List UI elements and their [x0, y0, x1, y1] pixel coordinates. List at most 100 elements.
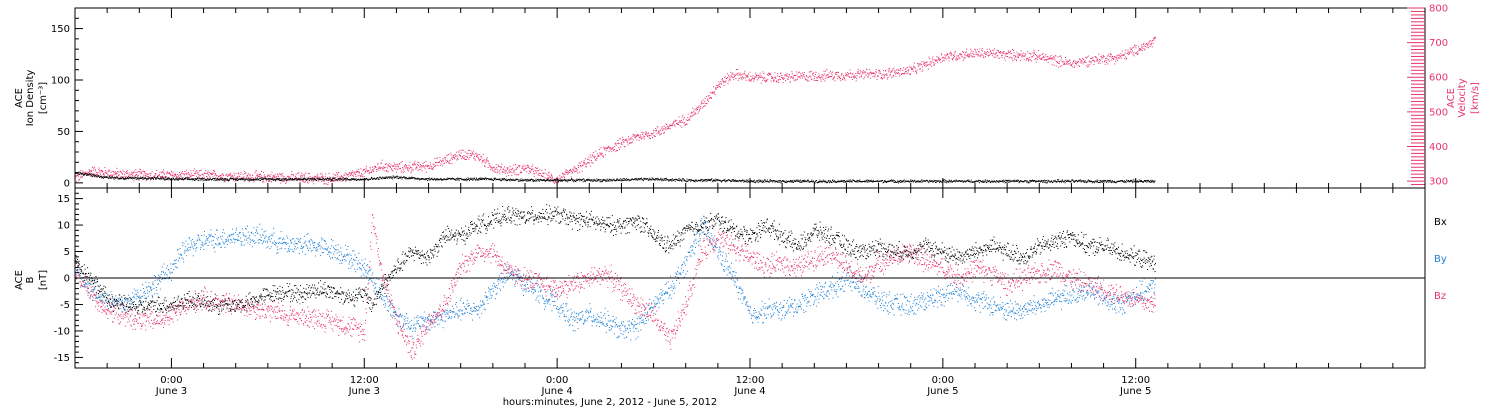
velocity-point: [703, 106, 704, 108]
velocity-point: [872, 72, 874, 74]
density-point: [251, 179, 252, 181]
velocity-point: [267, 174, 269, 176]
density-point: [434, 178, 436, 180]
velocity-point: [234, 174, 236, 176]
density-point: [1147, 180, 1149, 182]
density-point: [341, 179, 343, 181]
velocity-point: [981, 47, 983, 49]
density-point: [659, 178, 661, 180]
density-point: [683, 179, 685, 181]
density-point: [560, 180, 561, 182]
density-point: [467, 179, 468, 180]
velocity-point: [512, 172, 514, 174]
density-point: [685, 181, 687, 183]
velocity-point: [863, 72, 865, 74]
velocity-point: [701, 102, 702, 104]
velocity-point: [777, 75, 779, 77]
velocity-point: [607, 145, 609, 147]
velocity-point: [517, 174, 519, 175]
velocity-point: [774, 76, 776, 78]
velocity-point: [690, 116, 692, 118]
velocity-point: [104, 167, 106, 169]
velocity-point: [343, 174, 345, 176]
velocity-point: [320, 176, 322, 178]
density-point: [99, 177, 101, 178]
density-point: [181, 178, 183, 180]
density-point: [679, 180, 681, 182]
velocity-point: [752, 75, 754, 77]
velocity-point: [793, 74, 795, 76]
density-point: [532, 179, 534, 181]
velocity-point: [825, 70, 827, 72]
velocity-point: [669, 124, 671, 126]
velocity-point: [239, 176, 241, 178]
velocity-point: [575, 170, 577, 172]
velocity-point: [1030, 53, 1032, 55]
velocity-point: [522, 166, 524, 168]
velocity-point: [308, 172, 309, 174]
velocity-point: [776, 73, 778, 74]
density-point: [464, 178, 466, 180]
velocity-point: [772, 79, 774, 81]
velocity-point: [1043, 57, 1045, 58]
velocity-point: [683, 117, 685, 119]
velocity-point: [678, 116, 680, 118]
velocity-point: [547, 177, 549, 179]
velocity-point: [669, 128, 671, 130]
velocity-point: [301, 176, 303, 178]
velocity-point: [988, 51, 990, 53]
velocity-point: [281, 173, 283, 175]
velocity-point: [1139, 49, 1141, 51]
density-point: [254, 179, 256, 181]
density-point: [716, 180, 718, 182]
velocity-point: [1013, 49, 1015, 51]
velocity-point: [420, 165, 422, 167]
density-point: [202, 178, 204, 180]
velocity-point: [1069, 62, 1071, 64]
density-point: [922, 181, 924, 183]
velocity-point: [1003, 51, 1005, 53]
density-point: [560, 179, 562, 181]
velocity-point: [1012, 48, 1013, 50]
velocity-point: [1071, 66, 1073, 68]
density-point: [720, 180, 722, 182]
density-point: [670, 179, 672, 181]
velocity-point: [970, 55, 972, 57]
density-point: [135, 178, 137, 180]
density-point: [803, 180, 804, 182]
density-point: [196, 179, 197, 180]
velocity-point: [1047, 56, 1049, 58]
velocity-point: [627, 136, 629, 138]
density-point: [982, 181, 984, 183]
velocity-point: [253, 178, 254, 180]
velocity-point: [373, 170, 375, 172]
density-point: [637, 179, 639, 181]
velocity-point: [772, 78, 774, 80]
velocity-point: [1015, 59, 1017, 60]
density-point: [1030, 181, 1032, 183]
density-point: [724, 180, 726, 182]
density-point: [965, 181, 966, 183]
velocity-point: [792, 76, 794, 78]
velocity-point: [711, 97, 712, 99]
density-point: [871, 180, 873, 182]
velocity-point: [1142, 44, 1144, 45]
velocity-point: [607, 147, 608, 149]
density-point: [619, 178, 621, 180]
velocity-point: [404, 164, 406, 166]
velocity-point: [549, 176, 551, 178]
density-point: [592, 180, 594, 182]
velocity-point: [889, 73, 891, 75]
velocity-point: [712, 91, 714, 93]
velocity-point: [1045, 53, 1047, 55]
velocity-point: [725, 80, 727, 82]
velocity-point: [1132, 54, 1134, 56]
velocity-point: [474, 158, 476, 160]
density-point: [743, 181, 745, 183]
density-point: [838, 181, 840, 183]
velocity-point: [339, 179, 340, 181]
velocity-point: [514, 173, 516, 175]
velocity-point: [118, 174, 120, 176]
density-point: [781, 181, 783, 183]
velocity-point: [660, 129, 661, 131]
